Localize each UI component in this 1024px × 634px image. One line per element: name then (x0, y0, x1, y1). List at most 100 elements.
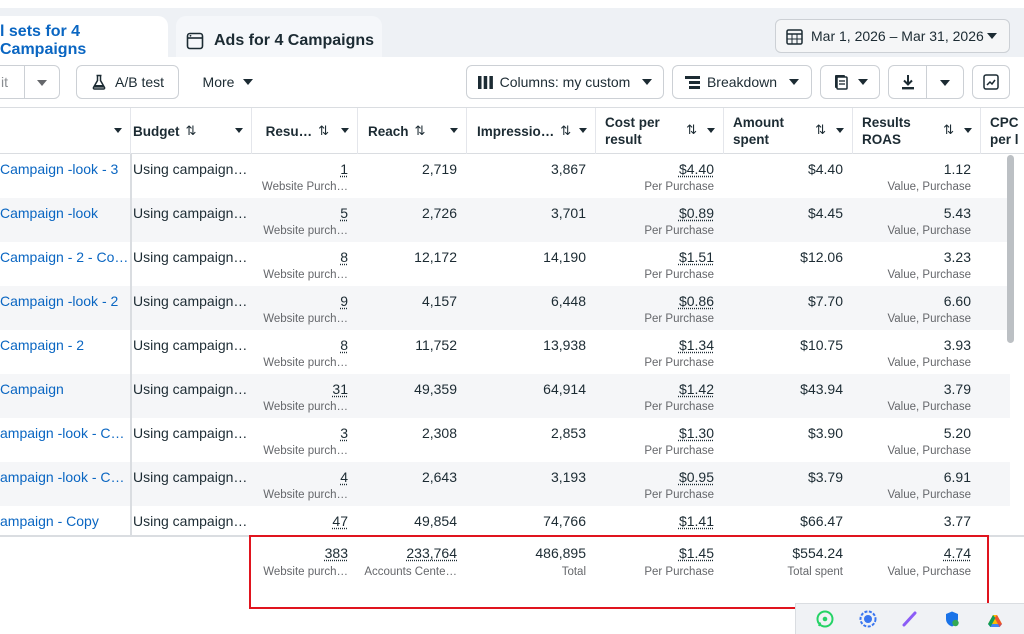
chevron-down-icon[interactable] (579, 128, 587, 133)
cpr-value[interactable]: $0.86 (678, 293, 714, 309)
chevron-down-icon[interactable] (450, 128, 458, 133)
table-row[interactable]: Campaign Using campaign… 31 Website purch… 4… (0, 374, 1010, 418)
signal-icon[interactable] (859, 610, 877, 628)
cpr-value[interactable]: $4.40 (678, 161, 714, 177)
cpr-value[interactable]: $0.89 (678, 205, 714, 221)
results-value[interactable]: 3 (340, 425, 348, 441)
columns-button[interactable]: Columns: my custom (466, 65, 664, 99)
results-value[interactable]: 8 (340, 337, 348, 353)
roas-value: 5.20 (943, 425, 971, 441)
budget-cell: Using campaign… (133, 469, 248, 485)
drive-icon[interactable] (986, 610, 1004, 628)
cpr-value[interactable]: $0.95 (678, 469, 714, 485)
chevron-down-icon[interactable] (940, 80, 950, 86)
header-amount-spent[interactable]: Amount spent ⇅ (724, 108, 853, 154)
header-reach[interactable]: Reach ⇅ (358, 108, 467, 154)
header-budget[interactable]: Budget ⇅ (131, 108, 252, 154)
export-button-group[interactable] (888, 65, 964, 99)
header-cpc[interactable]: CPC per l (981, 108, 1024, 154)
table-row[interactable]: ampaign - Copy Using campaign… 47 49,854 74,… (0, 506, 1010, 550)
reports-icon (834, 75, 848, 90)
edit-button-group[interactable]: it (0, 65, 60, 99)
pen-icon[interactable] (901, 610, 919, 628)
chevron-down-icon[interactable] (37, 80, 47, 86)
table-row[interactable]: Campaign -look - 2 Using campaign… 9 Websit… (0, 286, 1010, 330)
download-icon[interactable] (900, 74, 916, 90)
sort-icon[interactable]: ⇅ (815, 122, 826, 137)
sort-icon[interactable]: ⇅ (318, 123, 329, 138)
campaign-name-link[interactable]: Campaign (0, 381, 64, 397)
results-subtext: Website purch… (263, 269, 348, 281)
cpr-subtext: Per Purchase (644, 313, 714, 325)
results-subtext: Website purch… (263, 401, 348, 413)
cpr-value[interactable]: $1.42 (678, 381, 714, 397)
chevron-down-icon[interactable] (707, 128, 715, 133)
header-roas-line2: ROAS (862, 132, 902, 147)
breakdown-button[interactable]: Breakdown (672, 65, 812, 99)
chevron-down-icon[interactable] (836, 128, 844, 133)
vertical-scrollbar[interactable] (1007, 155, 1014, 343)
results-value[interactable]: 9 (340, 293, 348, 309)
spent-value: $7.70 (807, 293, 843, 309)
budget-cell: Using campaign… (133, 293, 248, 309)
flask-icon (92, 74, 106, 90)
impressions-cell: 3,701 (467, 198, 596, 242)
header-impressions[interactable]: Impressio… ⇅ (467, 108, 596, 154)
reports-button[interactable] (820, 65, 880, 99)
results-value[interactable]: 47 (332, 513, 348, 529)
date-range-picker[interactable]: Mar 1, 2026 – Mar 31, 2026 (775, 19, 1010, 53)
header-name[interactable] (0, 108, 131, 154)
header-results[interactable]: Resu… ⇅ (252, 108, 358, 154)
sort-icon[interactable]: ⇅ (560, 123, 572, 138)
campaign-name-link[interactable]: ampaign -look - C… (0, 469, 125, 485)
results-value[interactable]: 31 (332, 381, 348, 397)
chevron-down-icon[interactable] (341, 128, 349, 133)
results-cell: 9 Website purch… (252, 286, 358, 330)
sort-icon[interactable]: ⇅ (185, 123, 197, 138)
table-row[interactable]: ampaign -look - C… Using campaign… 3 Websit… (0, 418, 1010, 462)
more-button[interactable]: More (192, 65, 264, 99)
table-row[interactable]: Campaign -look Using campaign… 5 Website pu… (0, 198, 1010, 242)
campaign-name-link[interactable]: ampaign -look - C… (0, 425, 125, 441)
roas-subtext: Value, Purchase (887, 269, 971, 281)
table-row[interactable]: Campaign - 2 - Co… Using campaign… 8 Websit… (0, 242, 1010, 286)
results-value[interactable]: 4 (340, 469, 348, 485)
impressions-value: 3,193 (550, 469, 586, 485)
results-value[interactable]: 5 (340, 205, 348, 221)
total-cpr-value[interactable]: $1.45 (678, 545, 714, 561)
total-results-value[interactable]: 383 (324, 545, 348, 561)
cpr-value[interactable]: $1.51 (678, 249, 714, 265)
campaign-name-link[interactable]: Campaign - 2 (0, 337, 85, 353)
cpr-value[interactable]: $1.30 (678, 425, 714, 441)
whatsapp-icon[interactable] (816, 610, 834, 628)
shield-icon[interactable] (943, 610, 961, 628)
total-reach-sub: Accounts Cente… (364, 566, 457, 578)
table-row[interactable]: ampaign -look - C… Using campaign… 4 Websit… (0, 462, 1010, 506)
chevron-down-icon[interactable] (114, 128, 122, 133)
sort-icon[interactable]: ⇅ (414, 123, 426, 138)
results-value[interactable]: 1 (340, 161, 348, 177)
header-cost-per-result[interactable]: Cost per result ⇅ (596, 108, 724, 154)
impressions-value: 3,867 (550, 161, 586, 177)
campaign-name-link[interactable]: Campaign -look - 2 (0, 293, 119, 309)
campaign-name-link[interactable]: ampaign - Copy (0, 513, 99, 529)
campaign-name-link[interactable]: Campaign -look (0, 205, 99, 221)
cpr-value[interactable]: $1.41 (678, 513, 714, 529)
table-row[interactable]: Campaign - 2 Using campaign… 8 Website purc… (0, 330, 1010, 374)
charts-button[interactable] (972, 65, 1010, 99)
header-results-label: Resu… (265, 123, 313, 139)
total-reach-value[interactable]: 233,764 (406, 545, 457, 561)
chevron-down-icon[interactable] (964, 128, 972, 133)
roas-cell: 5.43 Value, Purchase (853, 198, 981, 242)
results-value[interactable]: 8 (340, 249, 348, 265)
total-roas-value[interactable]: 4.74 (943, 545, 971, 561)
header-results-roas[interactable]: Results ROAS ⇅ (853, 108, 981, 154)
table-row[interactable]: Campaign -look - 3 Using campaign… 1 Websit… (0, 154, 1010, 198)
sort-icon[interactable]: ⇅ (943, 122, 954, 137)
chevron-down-icon[interactable] (235, 128, 243, 133)
ab-test-button[interactable]: A/B test (76, 65, 179, 99)
campaign-name-link[interactable]: Campaign -look - 3 (0, 161, 119, 177)
sort-icon[interactable]: ⇅ (686, 122, 697, 137)
campaign-name-link[interactable]: Campaign - 2 - Co… (0, 249, 129, 265)
cpr-value[interactable]: $1.34 (678, 337, 714, 353)
